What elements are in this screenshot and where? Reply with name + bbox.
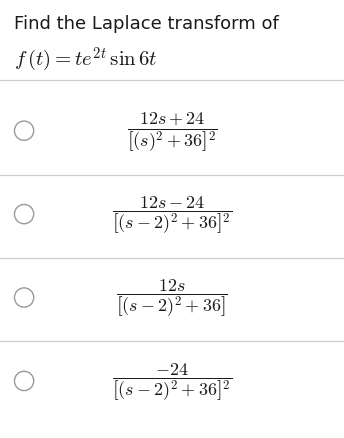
Text: $\dfrac{12s+24}{\left[(s)^2+36\right]^2}$: $\dfrac{12s+24}{\left[(s)^2+36\right]^2}… <box>127 110 217 153</box>
Text: $\dfrac{-24}{\left[(s-2)^2+36\right]^2}$: $\dfrac{-24}{\left[(s-2)^2+36\right]^2}$ <box>112 360 232 402</box>
Text: Find the Laplace transform of: Find the Laplace transform of <box>14 15 279 33</box>
Text: $\dfrac{12s}{\left[(s-2)^2+36\right]}$: $\dfrac{12s}{\left[(s-2)^2+36\right]}$ <box>116 277 228 319</box>
Text: $f\,(t) = te^{2t}\,\sin 6t$: $f\,(t) = te^{2t}\,\sin 6t$ <box>14 46 158 74</box>
Text: $\dfrac{12s-24}{\left[(s-2)^2+36\right]^2}$: $\dfrac{12s-24}{\left[(s-2)^2+36\right]^… <box>112 194 232 236</box>
